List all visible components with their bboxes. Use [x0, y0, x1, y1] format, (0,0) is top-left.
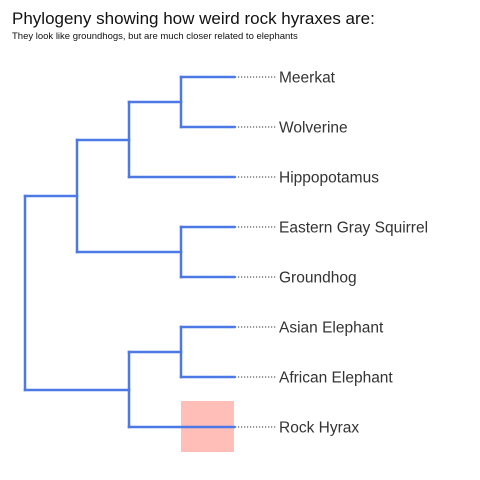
leaf-label: African Elephant: [279, 370, 393, 387]
leaf-label: Meerkat: [279, 70, 336, 87]
leaf-label: Rock Hyrax: [279, 420, 359, 437]
figure-subtitle: They look like groundhogs, but are much …: [12, 31, 298, 42]
figure-title: Phylogeny showing how weird rock hyraxes…: [12, 9, 375, 28]
leaf-label: Eastern Gray Squirrel: [279, 220, 428, 237]
leaf-label: Hippopotamus: [279, 170, 379, 187]
leaf-label: Asian Elephant: [279, 320, 384, 337]
leaf-label: Wolverine: [279, 120, 348, 137]
leaf-label: Groundhog: [279, 270, 357, 287]
